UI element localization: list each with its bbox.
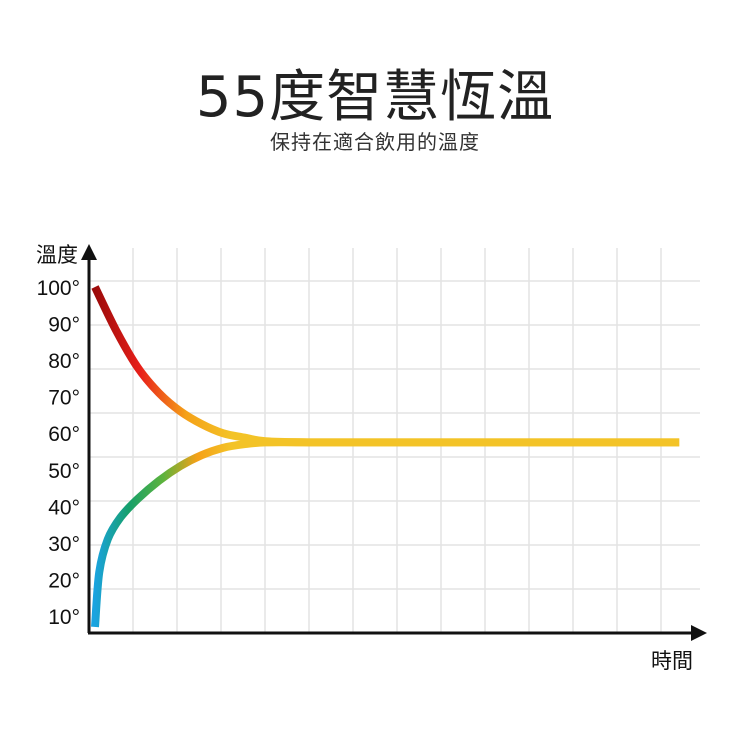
- y-tick-label: 100°: [37, 277, 80, 300]
- y-tick-label: 10°: [48, 606, 80, 629]
- y-tick-label: 40°: [48, 496, 80, 519]
- y-tick-label: 70°: [48, 387, 80, 410]
- chart-axes: 溫度 時間: [36, 243, 707, 673]
- heating-curve-line: [91, 438, 680, 628]
- y-tick-label: 20°: [48, 569, 80, 592]
- y-axis-arrow: [81, 244, 97, 260]
- y-tick-label: 30°: [48, 533, 80, 556]
- y-axis-label: 溫度: [36, 243, 78, 267]
- y-tick-label: 80°: [48, 350, 80, 373]
- x-axis-label: 時間: [651, 649, 693, 673]
- y-tick-labels: 100° 90° 80° 70° 60° 50° 40° 30° 20° 10°: [37, 277, 80, 629]
- y-tick-label: 50°: [48, 460, 80, 483]
- y-tick-label: 60°: [48, 423, 80, 446]
- cooling-curve-line: [91, 285, 680, 447]
- page-title: 55度智慧恆溫: [195, 65, 555, 130]
- x-axis-arrow: [691, 625, 707, 641]
- y-tick-label: 90°: [48, 314, 80, 337]
- chart-series: [91, 285, 680, 628]
- page-subtitle: 保持在適合飲用的溫度: [270, 130, 480, 154]
